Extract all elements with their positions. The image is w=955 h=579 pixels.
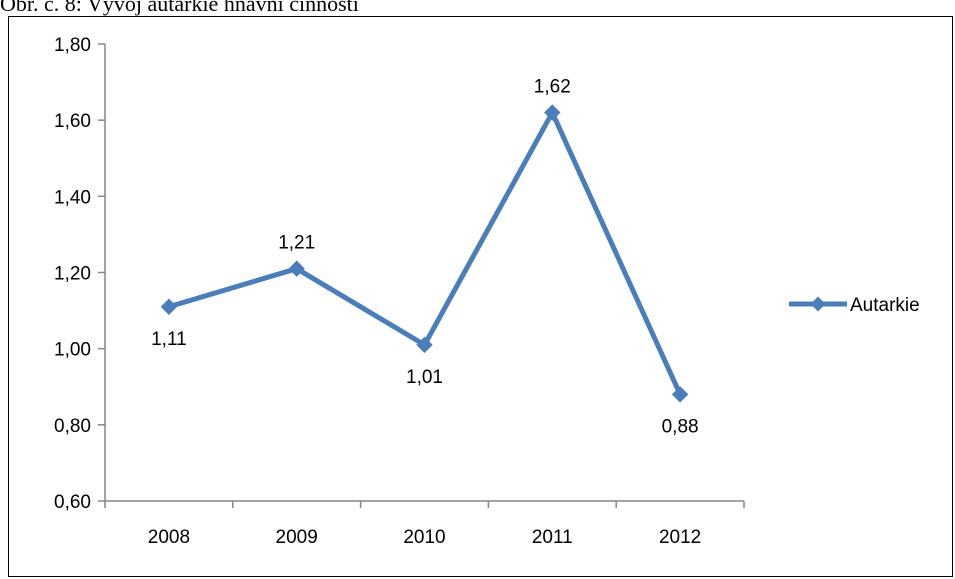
y-tick-label: 1,80 [54, 35, 91, 56]
figure-caption: Obr. č. 8: Vývoj autarkie hnavní činnost… [0, 0, 359, 17]
x-tick-label: 2012 [659, 527, 701, 548]
x-tick-labels: 2008 2009 2010 2011 2012 [148, 527, 701, 548]
y-tick-label: 1,00 [54, 340, 91, 361]
y-tick-label: 1,60 [54, 111, 91, 132]
x-tick-label: 2011 [532, 527, 573, 548]
data-point-marker [161, 299, 176, 314]
x-tick-label: 2010 [403, 527, 445, 548]
line-chart: 0,60 0,80 1,00 1,20 1,40 1,60 1,80 2008 2009 201… [9, 17, 954, 578]
chart-legend: Autarkie [789, 295, 920, 316]
chart-axes [98, 44, 744, 508]
y-tick-label: 0,80 [54, 416, 91, 437]
chart-area: 0,60 0,80 1,00 1,20 1,40 1,60 1,80 2008 2009 201… [8, 16, 953, 577]
y-tick-label: 1,40 [54, 187, 91, 208]
data-point-marker [673, 387, 688, 402]
x-tick-label: 2008 [148, 527, 190, 548]
y-tick-label: 1,20 [54, 264, 91, 285]
data-label: 1,62 [534, 77, 571, 98]
data-label: 1,21 [278, 233, 315, 254]
y-tick-label: 0,60 [54, 492, 91, 513]
legend-swatch-marker [811, 297, 826, 312]
x-tick-label: 2009 [276, 527, 318, 548]
legend-label: Autarkie [850, 295, 920, 316]
series-layer [161, 105, 687, 402]
y-tick-labels: 0,60 0,80 1,00 1,20 1,40 1,60 1,80 [54, 35, 91, 513]
data-label: 1,01 [406, 367, 443, 388]
data-label: 0,88 [662, 416, 699, 437]
data-label: 1,11 [151, 329, 187, 350]
